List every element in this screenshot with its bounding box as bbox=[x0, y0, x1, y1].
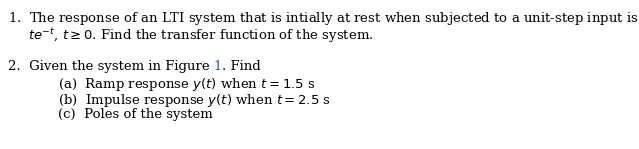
Text: $te^{-t}$, $t \geq 0$. Find the transfer function of the system.: $te^{-t}$, $t \geq 0$. Find the transfer… bbox=[28, 26, 374, 45]
Text: 2.  Given the system in Figure: 2. Given the system in Figure bbox=[8, 60, 214, 73]
Text: . Find: . Find bbox=[222, 60, 261, 73]
Text: (b)  Impulse response $y(t)$ when $t = 2.5$ s: (b) Impulse response $y(t)$ when $t = 2.… bbox=[58, 92, 331, 109]
Text: 1: 1 bbox=[214, 60, 222, 73]
Text: (a)  Ramp response $y(t)$ when $t = 1.5$ s: (a) Ramp response $y(t)$ when $t = 1.5$ … bbox=[58, 76, 316, 93]
Text: 1.  The response of an LTI system that is intially at rest when subjected to a u: 1. The response of an LTI system that is… bbox=[8, 10, 639, 27]
Text: (c)  Poles of the system: (c) Poles of the system bbox=[58, 108, 213, 121]
